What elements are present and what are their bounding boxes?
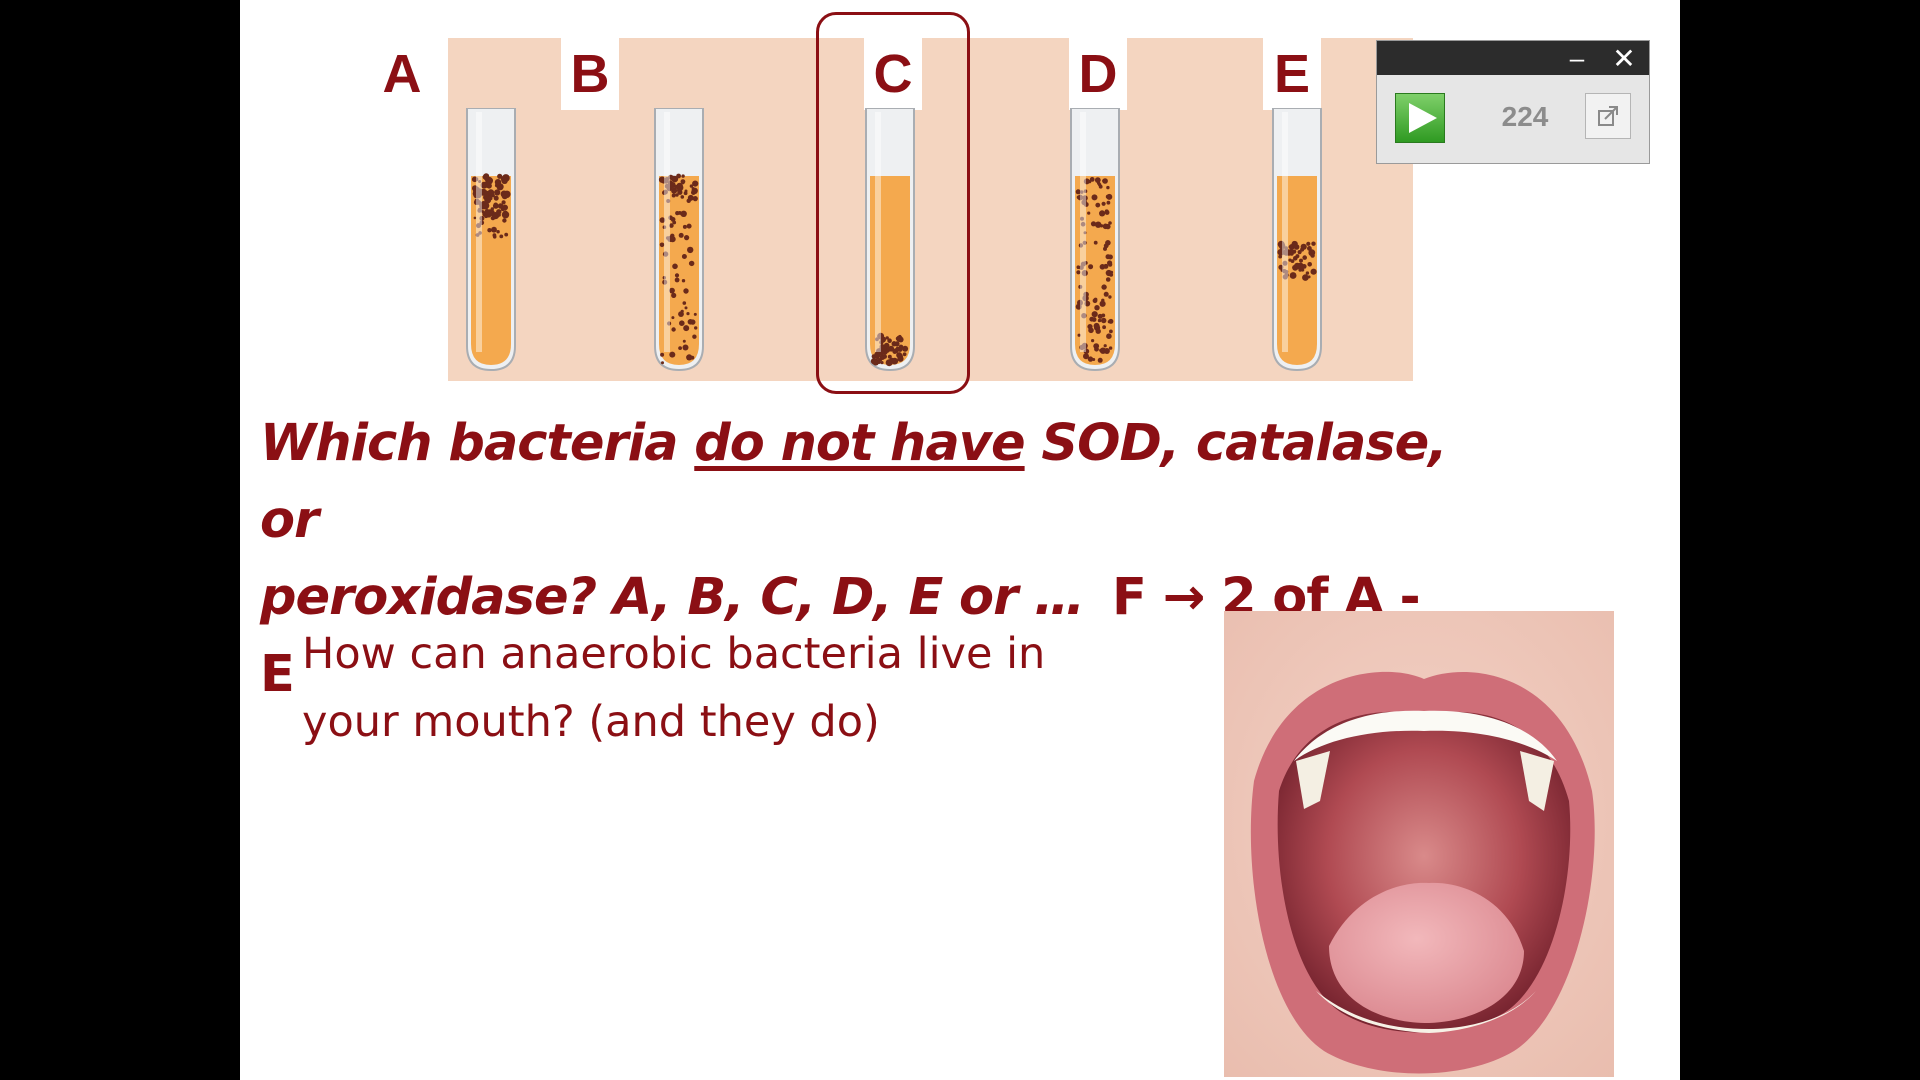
expand-arrow-icon [1598,106,1618,126]
question-part-1: Which bacteria [260,414,695,473]
subtext: How can anaerobic bacteria live in your … [302,620,1122,756]
minimize-icon[interactable]: – [1569,43,1585,73]
question-line-1: Which bacteria do not have SOD, catalase… [260,405,1460,559]
play-icon[interactable] [1395,93,1445,143]
close-icon[interactable]: ✕ [1612,43,1636,74]
tube-label-d: D [1069,38,1127,110]
response-count: 224 [1501,101,1549,132]
tube-a [466,108,516,372]
subtext-line-1: How can anaerobic bacteria live in [302,629,1046,679]
tube-label-b: B [561,38,619,110]
tube-e [1272,108,1322,372]
highlight-box-c [816,12,970,394]
slide: A B C D E Which bacteria do not have SOD… [240,0,1680,1080]
tube-label-c: C [864,38,922,110]
tube-label-e: E [1263,38,1321,110]
question-underlined: do not have [694,414,1025,473]
tube-c [865,108,915,372]
mouth-photo [1224,611,1614,1077]
poll-widget: – ✕ 224 [1376,40,1650,164]
tube-label-a: A [373,38,431,110]
subtext-line-2: your mouth? (and they do) [302,697,880,747]
question-options: peroxidase? A, B, C, D, E or … [260,568,1085,627]
question-part-2: SOD, catalase, or [260,414,1448,550]
widget-titlebar[interactable]: – ✕ [1377,41,1649,75]
tube-d [1070,108,1120,372]
tube-b [654,108,704,372]
expand-icon[interactable] [1585,93,1631,139]
